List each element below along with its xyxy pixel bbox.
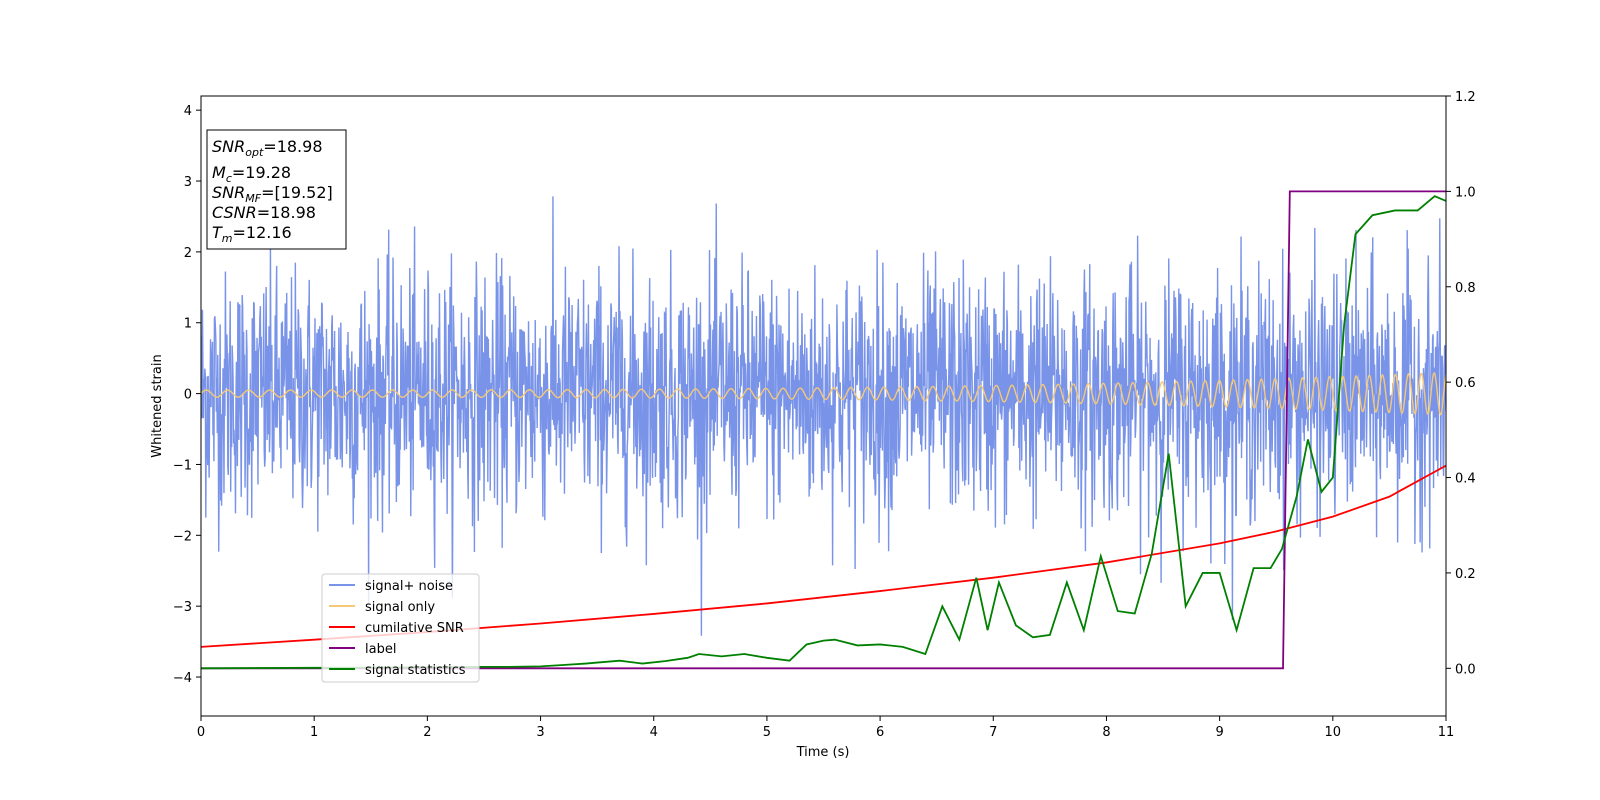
svg-text:signal only: signal only — [365, 600, 435, 615]
legend-item-signal-only: signal only — [329, 600, 435, 615]
x-tick-label: 2 — [423, 725, 431, 740]
series-signal-only — [201, 372, 1446, 416]
legend-item-signal-noise: signal+ noise — [329, 579, 453, 594]
svg-text:SNRopt=18.98: SNRopt=18.98 — [212, 137, 323, 159]
y2-tick-label: 0.6 — [1455, 376, 1476, 391]
x-tick-label: 4 — [650, 725, 658, 740]
y2-tick-label: 0.2 — [1455, 567, 1476, 582]
y2-tick-label: 0.8 — [1455, 281, 1476, 296]
x-tick-label: 9 — [1215, 725, 1223, 740]
x-tick-label: 11 — [1438, 725, 1455, 740]
svg-text:cumilative SNR: cumilative SNR — [365, 621, 464, 636]
y-tick-label: 1 — [184, 317, 192, 332]
y-axis-label: Whitened strain — [150, 354, 165, 457]
x-tick-label: 1 — [310, 725, 318, 740]
y-tick-label: −3 — [173, 600, 192, 615]
y2-tick-label: 0.0 — [1455, 662, 1476, 677]
plot-frame — [200, 95, 1447, 717]
svg-text:label: label — [365, 642, 396, 657]
y-tick-label: −4 — [173, 671, 192, 686]
x-tick-label: 5 — [763, 725, 771, 740]
legend-item-signal-statistics: signal statistics — [329, 663, 466, 678]
x-tick-label: 3 — [536, 725, 544, 740]
y-tick-label: −1 — [173, 458, 192, 473]
x-tick-label: 7 — [989, 725, 997, 740]
y-tick-label: 3 — [184, 175, 192, 190]
y-axis-right: 0.0 0.2 0.4 0.6 0.8 1.0 1.2 — [1446, 90, 1476, 677]
x-tick-label: 6 — [876, 725, 884, 740]
y-tick-label: −2 — [173, 529, 192, 544]
y2-tick-label: 1.2 — [1455, 90, 1476, 105]
x-axis: 0 1 2 3 4 5 6 7 8 9 10 11 — [197, 716, 1454, 740]
legend: signal+ noise signal only cumilative SNR… — [321, 573, 480, 683]
legend-item-label: label — [329, 642, 396, 657]
y2-tick-label: 0.4 — [1455, 472, 1476, 487]
x-axis-label: Time (s) — [796, 745, 850, 760]
x-tick-label: 8 — [1102, 725, 1110, 740]
series-label — [201, 190, 1446, 670]
y-tick-label: 4 — [184, 104, 192, 119]
svg-text:CSNR=18.98: CSNR=18.98 — [212, 203, 316, 222]
y-tick-label: 0 — [184, 388, 192, 403]
legend-item-cumulative-snr: cumilative SNR — [329, 621, 464, 636]
y-axis-left: −4 −3 −2 −1 0 1 2 3 4 — [173, 104, 201, 686]
y2-tick-label: 1.0 — [1455, 185, 1476, 200]
svg-text:Tm=12.16: Tm=12.16 — [212, 223, 292, 245]
svg-text:SNRMF=[19.52]: SNRMF=[19.52] — [212, 183, 333, 205]
x-tick-label: 10 — [1325, 725, 1342, 740]
svg-text:signal+ noise: signal+ noise — [365, 579, 453, 594]
series-signal-noise — [201, 196, 1446, 636]
svg-text:Mc=19.28: Mc=19.28 — [212, 163, 291, 185]
x-tick-label: 0 — [197, 725, 205, 740]
series-signal-statistics — [201, 195, 1446, 670]
y-tick-label: 2 — [184, 246, 192, 261]
info-box: SNRopt=18.98 Mc=19.28 SNRMF=[19.52] CSNR… — [206, 129, 347, 250]
svg-text:signal statistics: signal statistics — [365, 663, 466, 678]
